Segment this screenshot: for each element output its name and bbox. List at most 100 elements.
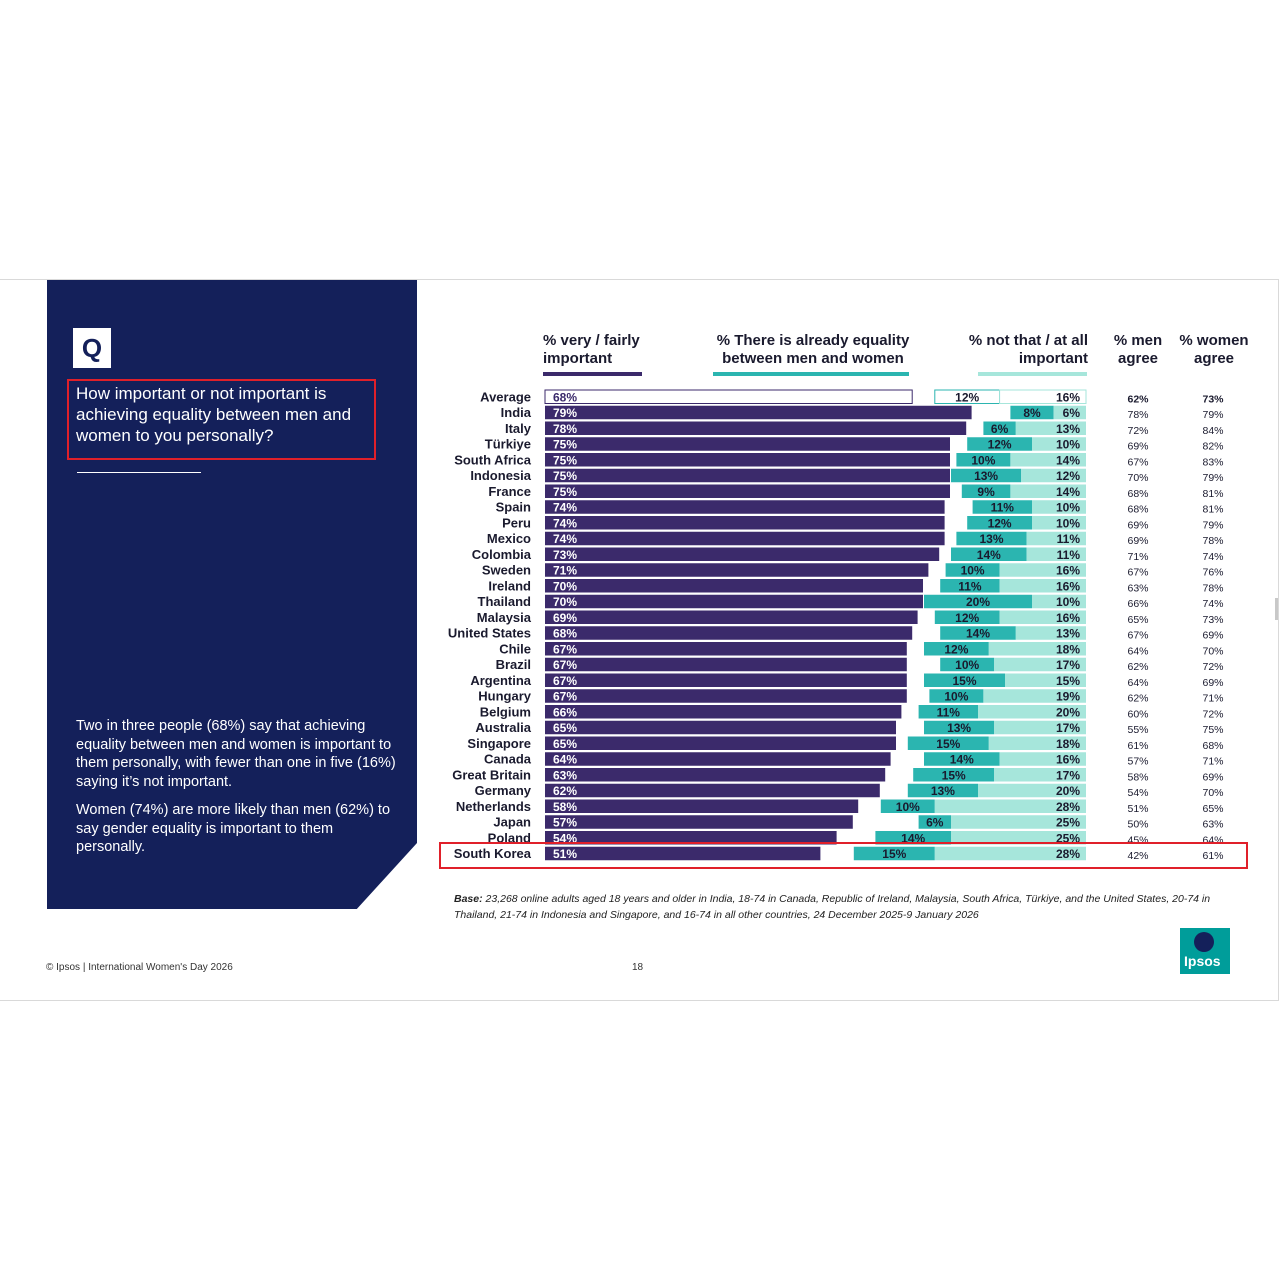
data-label-equality: 13% bbox=[947, 721, 971, 735]
men-agree-value: 71% bbox=[1127, 551, 1148, 563]
bar-not-important bbox=[1021, 468, 1086, 483]
men-agree-value: 50% bbox=[1127, 819, 1148, 831]
bar-important bbox=[545, 579, 923, 593]
data-label-not-important: 16% bbox=[1056, 611, 1080, 625]
women-agree-value: 82% bbox=[1202, 441, 1223, 453]
men-agree-value: 64% bbox=[1127, 677, 1148, 689]
women-agree-value: 70% bbox=[1202, 645, 1223, 657]
men-agree-value: 58% bbox=[1127, 771, 1148, 783]
data-label-equality: 14% bbox=[966, 627, 990, 641]
bar-equality bbox=[940, 579, 1000, 593]
category-label: Ireland bbox=[488, 578, 531, 593]
bar-equality bbox=[924, 720, 995, 735]
data-label-equality: 11% bbox=[991, 501, 1015, 515]
category-label: Japan bbox=[493, 815, 531, 830]
women-agree-value: 81% bbox=[1202, 488, 1223, 500]
bar-important bbox=[545, 705, 902, 719]
bar-equality bbox=[875, 831, 951, 845]
data-label-equality: 15% bbox=[952, 674, 976, 688]
logo-mark-icon bbox=[1194, 932, 1214, 952]
men-agree-value: 42% bbox=[1127, 850, 1148, 862]
bar-not-important bbox=[994, 720, 1086, 735]
data-label-not-important: 18% bbox=[1056, 642, 1080, 656]
category-label: Thailand bbox=[478, 594, 532, 609]
women-agree-value: 71% bbox=[1202, 693, 1223, 705]
women-agree-value: 74% bbox=[1202, 551, 1223, 563]
bar-not-important bbox=[1026, 547, 1086, 561]
data-label-equality: 10% bbox=[944, 690, 968, 704]
data-label-equality: 9% bbox=[977, 485, 995, 499]
women-agree-value: 79% bbox=[1202, 519, 1223, 531]
bar-equality bbox=[940, 657, 995, 672]
base-note: Base: 23,268 online adults aged 18 years… bbox=[454, 891, 1244, 923]
bar-equality bbox=[951, 547, 1027, 561]
data-label-equality: 15% bbox=[942, 768, 966, 782]
bar-equality bbox=[929, 689, 984, 703]
data-label-important: 51% bbox=[553, 847, 577, 861]
category-label: Türkiye bbox=[485, 437, 531, 452]
bar-not-important bbox=[1015, 421, 1086, 435]
data-label-not-important: 10% bbox=[1056, 438, 1080, 452]
men-agree-value: 65% bbox=[1127, 614, 1148, 626]
bar-important bbox=[545, 799, 859, 813]
data-label-not-important: 14% bbox=[1056, 485, 1080, 499]
women-agree-value: 79% bbox=[1202, 409, 1223, 421]
data-label-equality: 14% bbox=[950, 753, 974, 767]
summary-paragraph-2: Women (74%) are more likely than men (62… bbox=[76, 802, 391, 855]
data-label-equality: 13% bbox=[979, 532, 1003, 546]
data-label-important: 69% bbox=[553, 611, 577, 625]
bar-equality bbox=[967, 516, 1032, 530]
men-agree-value: 60% bbox=[1127, 708, 1148, 720]
men-agree-value: 68% bbox=[1127, 488, 1148, 500]
data-label-not-important: 13% bbox=[1056, 422, 1080, 436]
data-label-not-important: 15% bbox=[1056, 674, 1080, 688]
header-men: % men agree bbox=[1113, 332, 1163, 367]
data-label-important: 75% bbox=[553, 469, 577, 483]
question-highlight-box bbox=[67, 379, 376, 460]
bar-not-important bbox=[951, 815, 1086, 829]
scrollbar-thumb[interactable] bbox=[1275, 598, 1278, 620]
bar-equality bbox=[924, 594, 1032, 609]
ipsos-logo: Ipsos bbox=[1180, 928, 1230, 974]
bar-not-important bbox=[934, 799, 1086, 813]
bar-not-important bbox=[994, 768, 1086, 782]
bar-equality bbox=[940, 626, 1016, 640]
data-label-important: 71% bbox=[553, 564, 577, 578]
data-label-equality: 12% bbox=[955, 611, 979, 625]
data-label-not-important: 16% bbox=[1056, 753, 1080, 767]
category-label: Germany bbox=[475, 783, 532, 798]
bar-important bbox=[545, 594, 923, 609]
data-label-equality: 12% bbox=[988, 516, 1012, 530]
header-not-important: % not that / at all important bbox=[968, 332, 1088, 367]
category-label: Canada bbox=[484, 752, 532, 767]
men-agree-value: 62% bbox=[1127, 393, 1149, 405]
women-agree-value: 74% bbox=[1202, 598, 1223, 610]
category-label: Argentina bbox=[470, 673, 531, 688]
data-label-important: 57% bbox=[553, 816, 577, 830]
data-label-important: 70% bbox=[553, 579, 577, 593]
men-agree-value: 72% bbox=[1127, 425, 1148, 437]
women-agree-value: 70% bbox=[1202, 787, 1223, 799]
bar-not-important bbox=[1032, 594, 1086, 609]
bar-important bbox=[545, 783, 880, 798]
bar-important bbox=[545, 563, 929, 577]
data-label-not-important: 6% bbox=[1063, 406, 1081, 420]
bar-equality bbox=[880, 799, 935, 813]
data-label-equality: 8% bbox=[1023, 406, 1041, 420]
bar-important bbox=[545, 468, 950, 483]
women-agree-value: 73% bbox=[1202, 393, 1224, 405]
bar-equality bbox=[918, 705, 978, 719]
data-label-equality: 14% bbox=[901, 831, 925, 845]
data-label-equality: 6% bbox=[991, 422, 1009, 436]
women-agree-value: 78% bbox=[1202, 535, 1223, 547]
category-label: Brazil bbox=[496, 657, 531, 672]
men-agree-value: 54% bbox=[1127, 787, 1148, 799]
bar-not-important bbox=[999, 563, 1086, 577]
data-label-important: 67% bbox=[553, 658, 577, 672]
data-label-important: 65% bbox=[553, 721, 577, 735]
category-label: Netherlands bbox=[456, 799, 531, 814]
data-label-equality: 15% bbox=[936, 737, 960, 751]
data-label-important: 62% bbox=[553, 784, 577, 798]
bar-important bbox=[545, 673, 907, 687]
data-label-not-important: 14% bbox=[1056, 453, 1080, 467]
